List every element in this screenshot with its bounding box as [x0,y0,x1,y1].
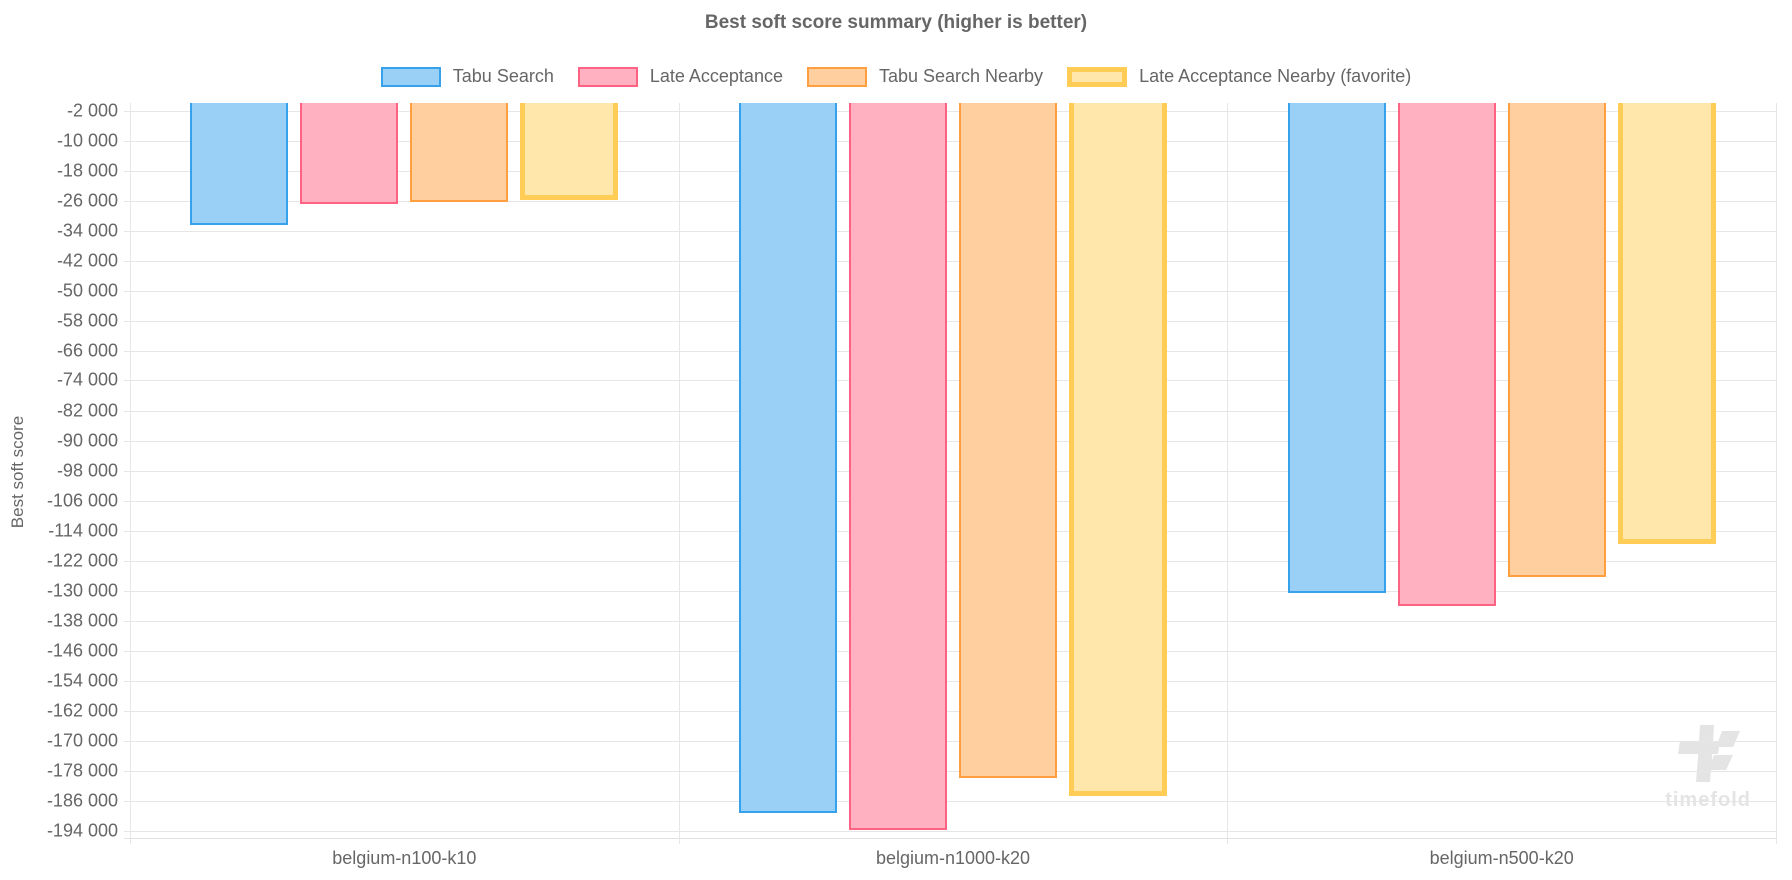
gridline [124,620,1776,622]
timefold-logo-icon [1678,725,1741,782]
legend-swatch-tabu-search-nearby [806,66,867,87]
bar-group-belgium-n100-k10 [130,103,679,838]
y-axis-line [130,103,131,844]
y-tick-label: -170 000 [46,730,118,750]
bar-tabu-search-nearby-belgium-n500-k20[interactable] [1507,103,1606,578]
legend-item-tabu-search[interactable]: Tabu Search [380,66,554,87]
bar-tabu-search-nearby-belgium-n1000-k20[interactable] [958,103,1057,778]
group-separator [1776,103,1777,844]
timefold-watermark-text: timefold [1665,789,1751,811]
gridline [124,200,1776,202]
gridline [124,260,1776,262]
gridline [124,320,1776,322]
chart-title: Best soft score summary (higher is bette… [704,12,1088,33]
gridline [124,680,1776,682]
y-tick-label: -186 000 [46,790,118,810]
x-axis-labels: belgium-n100-k10 belgium-n1000-k20 belgium… [130,848,1776,869]
y-tick-label: -162 000 [46,700,118,720]
plot-area: timefold [124,103,1777,844]
legend-swatch-tabu-search [380,66,441,87]
gridline [124,560,1776,562]
y-tick-label: -42 000 [56,250,118,270]
gridline [124,380,1776,382]
legend-label: Tabu Search Nearby [878,66,1044,86]
bar-late-acceptance-belgium-n1000-k20[interactable] [848,103,947,831]
y-tick-label: -138 000 [46,610,118,630]
legend-item-late-acceptance[interactable]: Late Acceptance [577,66,783,87]
gridline [124,500,1776,502]
y-tick-label: -98 000 [56,460,118,480]
y-tick-label: -58 000 [56,310,118,330]
x-axis-label-belgium-n100-k10: belgium-n100-k10 [332,848,477,868]
bar-late-acceptance-nearby-favorite-belgium-n100-k10[interactable] [520,103,619,200]
bar-tabu-search-nearby-belgium-n100-k10[interactable] [410,103,509,202]
y-tick-label: -194 000 [46,820,118,840]
bar-late-acceptance-belgium-n500-k20[interactable] [1397,103,1496,606]
bar-group-belgium-n1000-k20 [679,103,1228,838]
bar-late-acceptance-nearby-favorite-belgium-n500-k20[interactable] [1617,103,1716,544]
gridline [124,530,1776,532]
gridline [124,440,1776,442]
legend-item-tabu-search-nearby[interactable]: Tabu Search Nearby [806,66,1044,87]
legend-label: Tabu Search [452,66,554,86]
bar-tabu-search-belgium-n1000-k20[interactable] [738,103,837,814]
gridline [124,110,1776,112]
group-separator [1227,103,1229,844]
gridline [124,470,1776,472]
timefold-watermark: timefold [1665,725,1751,812]
gridline [124,170,1776,172]
bar-tabu-search-belgium-n100-k10[interactable] [190,103,289,225]
y-tick-label: -10 000 [56,130,118,150]
legend: Tabu Search Late Acceptance Tabu Search Ne… [0,66,1792,87]
group-separator [678,103,680,844]
gridline [124,740,1776,742]
gridline [124,350,1776,352]
y-tick-label: -74 000 [56,369,118,390]
y-tick-label: -106 000 [46,490,118,510]
x-axis-label-belgium-n500-k20: belgium-n500-k20 [1429,848,1574,868]
y-axis-tick-labels: -2 000 -10 000 -18 000 -26 000 -34 000 -42 00… [0,100,118,840]
y-tick-label: -154 000 [46,670,118,690]
y-tick-label: -82 000 [56,400,118,420]
legend-label: Late Acceptance Nearby (favorite) [1139,66,1412,86]
legend-swatch-late-acceptance [577,66,638,87]
gridline [124,770,1776,772]
y-tick-label: -122 000 [46,550,118,570]
bar-tabu-search-belgium-n500-k20[interactable] [1287,103,1386,594]
legend-swatch-late-acceptance-nearby-favorite [1067,66,1128,87]
y-tick-label: -178 000 [46,760,118,780]
bar-late-acceptance-nearby-favorite-belgium-n1000-k20[interactable] [1068,103,1167,796]
bar-group-belgium-n500-k20 [1227,103,1776,838]
gridline [124,800,1776,802]
y-tick-label: -2 000 [66,100,118,120]
y-tick-label: -130 000 [46,580,118,600]
gridline [124,290,1776,292]
y-tick-label: -114 000 [48,520,118,540]
gridline [124,830,1776,832]
y-tick-label: -18 000 [56,160,118,180]
y-tick-label: -66 000 [56,340,118,360]
legend-label: Late Acceptance [649,66,783,86]
gridline [124,710,1776,712]
gridline [124,650,1776,652]
x-axis-label-belgium-n1000-k20: belgium-n1000-k20 [875,848,1031,868]
y-tick-label: -34 000 [56,220,118,240]
gridline [124,230,1776,232]
y-tick-label: -146 000 [46,640,118,660]
y-tick-label: -50 000 [56,280,118,300]
y-tick-label: -26 000 [56,190,118,210]
bar-late-acceptance-belgium-n100-k10[interactable] [300,103,399,204]
x-axis-line [124,838,1776,839]
gridline [124,410,1776,412]
gridline [124,590,1776,592]
legend-item-late-acceptance-nearby-favorite[interactable]: Late Acceptance Nearby (favorite) [1067,66,1411,87]
y-tick-label: -90 000 [56,430,118,450]
gridline [124,140,1776,142]
